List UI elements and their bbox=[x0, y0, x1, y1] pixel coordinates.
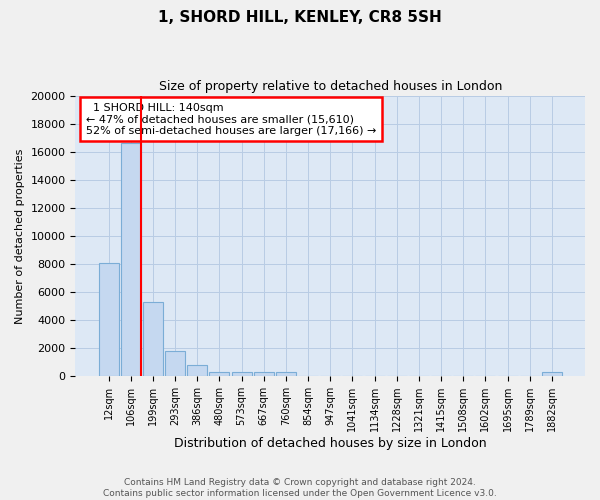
Title: Size of property relative to detached houses in London: Size of property relative to detached ho… bbox=[158, 80, 502, 93]
Text: 1, SHORD HILL, KENLEY, CR8 5SH: 1, SHORD HILL, KENLEY, CR8 5SH bbox=[158, 10, 442, 25]
Bar bbox=[121, 144, 140, 376]
Bar bbox=[165, 351, 185, 376]
Bar bbox=[209, 372, 229, 376]
Bar bbox=[542, 372, 562, 376]
Bar bbox=[143, 302, 163, 376]
Text: Contains HM Land Registry data © Crown copyright and database right 2024.
Contai: Contains HM Land Registry data © Crown c… bbox=[103, 478, 497, 498]
Bar bbox=[187, 365, 207, 376]
X-axis label: Distribution of detached houses by size in London: Distribution of detached houses by size … bbox=[174, 437, 487, 450]
Bar bbox=[254, 372, 274, 376]
Text: 1 SHORD HILL: 140sqm
← 47% of detached houses are smaller (15,610)
52% of semi-d: 1 SHORD HILL: 140sqm ← 47% of detached h… bbox=[86, 102, 376, 136]
Bar bbox=[98, 262, 119, 376]
Bar bbox=[276, 372, 296, 376]
Y-axis label: Number of detached properties: Number of detached properties bbox=[15, 148, 25, 324]
Bar bbox=[232, 372, 251, 376]
